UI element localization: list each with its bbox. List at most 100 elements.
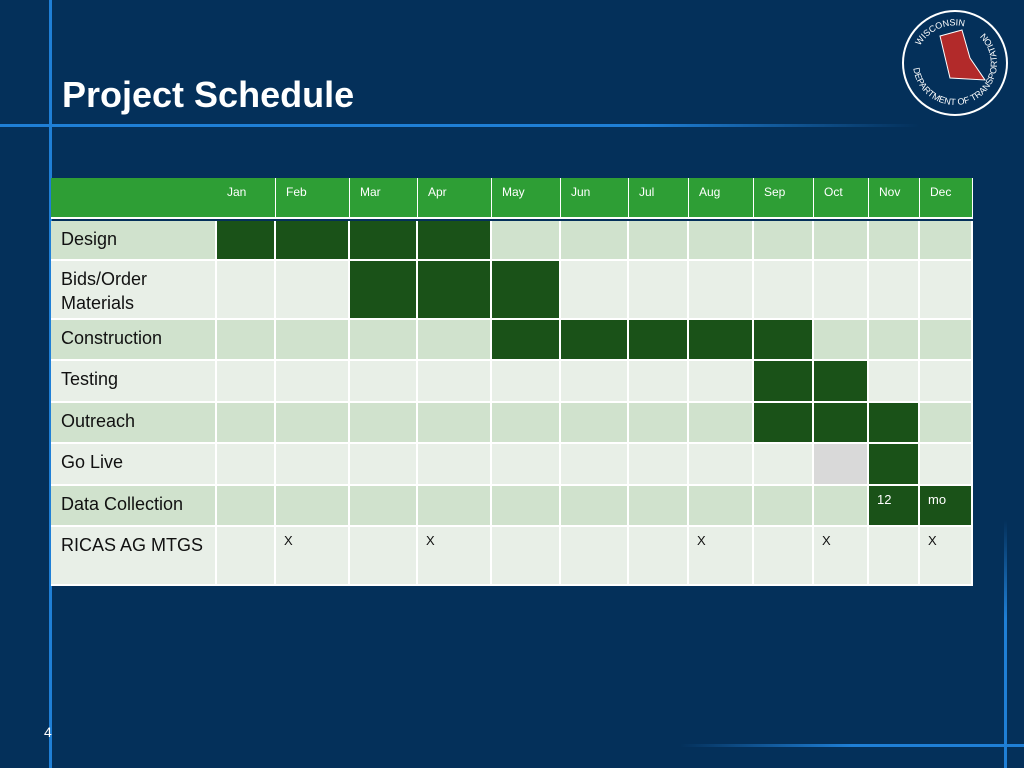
schedule-cell	[217, 261, 276, 320]
schedule-cell	[217, 444, 276, 486]
accent-line	[0, 124, 920, 127]
schedule-cell	[350, 403, 418, 444]
schedule-cell	[814, 444, 869, 486]
schedule-cell	[920, 261, 973, 320]
month-header: May	[492, 178, 561, 217]
schedule-cell	[276, 403, 350, 444]
row-label: Go Live	[51, 444, 217, 486]
accent-line	[680, 744, 1024, 747]
schedule-cell	[561, 527, 629, 586]
schedule-cell: X	[418, 527, 492, 586]
row-label: Data Collection	[51, 486, 217, 527]
month-header: Nov	[869, 178, 920, 217]
schedule-cell	[754, 261, 814, 320]
schedule-cell	[754, 444, 814, 486]
schedule-cell	[814, 221, 869, 261]
schedule-cell	[492, 320, 561, 361]
schedule-cell	[217, 527, 276, 586]
row-label: Design	[51, 221, 217, 261]
schedule-cell	[350, 320, 418, 361]
schedule-cell: mo	[920, 486, 973, 527]
schedule-cell: X	[276, 527, 350, 586]
schedule-cell	[814, 261, 869, 320]
schedule-cell	[276, 444, 350, 486]
schedule-cell	[869, 444, 920, 486]
schedule-cell	[561, 444, 629, 486]
schedule-cell	[629, 320, 689, 361]
schedule-cell	[814, 403, 869, 444]
schedule-cell	[629, 361, 689, 403]
header-row	[51, 178, 973, 219]
schedule-cell	[629, 261, 689, 320]
schedule-cell	[276, 320, 350, 361]
schedule-cell	[814, 320, 869, 361]
accent-line	[1004, 520, 1007, 768]
schedule-cell	[217, 221, 276, 261]
schedule-cell	[276, 361, 350, 403]
schedule-cell	[561, 261, 629, 320]
schedule-cell	[492, 261, 561, 320]
schedule-cell	[754, 361, 814, 403]
month-header: Oct	[814, 178, 869, 217]
schedule-cell	[418, 486, 492, 527]
row-label: Construction	[51, 320, 217, 361]
row-label: Outreach	[51, 403, 217, 444]
schedule-cell	[418, 320, 492, 361]
schedule-cell	[217, 403, 276, 444]
logo: WISCONSIN DEPARTMENT OF TRANSPORTATION	[902, 10, 1008, 116]
schedule-cell	[689, 320, 754, 361]
schedule-cell	[689, 221, 754, 261]
month-header: Jun	[561, 178, 629, 217]
schedule-cell	[869, 320, 920, 361]
schedule-cell	[869, 261, 920, 320]
accent-line	[49, 0, 52, 768]
schedule-cell	[689, 361, 754, 403]
schedule-cell	[418, 403, 492, 444]
row-label: RICAS AG MTGS	[51, 527, 217, 586]
schedule-cell	[492, 527, 561, 586]
row-label: Bids/Order Materials	[51, 261, 217, 320]
schedule-cell	[814, 486, 869, 527]
month-header: Jul	[629, 178, 689, 217]
schedule-cell	[754, 486, 814, 527]
schedule-cell	[754, 320, 814, 361]
schedule-cell	[217, 320, 276, 361]
schedule-cell	[217, 486, 276, 527]
schedule-cell	[350, 361, 418, 403]
month-header: Sep	[754, 178, 814, 217]
month-header: Feb	[276, 178, 350, 217]
schedule-cell	[629, 527, 689, 586]
schedule-cell	[350, 444, 418, 486]
month-header: Dec	[920, 178, 973, 217]
schedule-cell	[418, 221, 492, 261]
schedule-cell	[754, 527, 814, 586]
schedule-cell	[276, 261, 350, 320]
schedule-cell	[629, 403, 689, 444]
month-header: Apr	[418, 178, 492, 217]
schedule-cell	[350, 486, 418, 527]
schedule-cell	[754, 221, 814, 261]
schedule-cell	[561, 221, 629, 261]
schedule-cell	[629, 486, 689, 527]
schedule-cell	[920, 403, 973, 444]
schedule-cell	[869, 527, 920, 586]
schedule-cell	[869, 403, 920, 444]
schedule-cell: X	[920, 527, 973, 586]
month-header: Aug	[689, 178, 754, 217]
schedule-cell	[276, 486, 350, 527]
schedule-cell	[689, 486, 754, 527]
schedule-cell	[869, 361, 920, 403]
schedule-cell	[492, 221, 561, 261]
schedule-cell	[350, 261, 418, 320]
schedule-cell	[920, 221, 973, 261]
schedule-cell	[350, 527, 418, 586]
schedule-cell	[561, 403, 629, 444]
schedule-cell	[418, 361, 492, 403]
schedule-cell	[561, 486, 629, 527]
row-label: Testing	[51, 361, 217, 403]
schedule-cell: X	[689, 527, 754, 586]
schedule-cell	[689, 261, 754, 320]
schedule-cell	[492, 361, 561, 403]
page-number: 4	[44, 724, 52, 740]
schedule-cell	[276, 221, 350, 261]
